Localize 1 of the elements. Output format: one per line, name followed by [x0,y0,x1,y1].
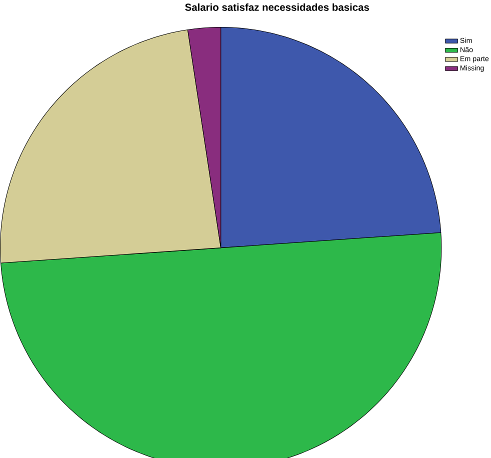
chart-title: Salario satisfaz necessidades basicas [185,3,370,11]
